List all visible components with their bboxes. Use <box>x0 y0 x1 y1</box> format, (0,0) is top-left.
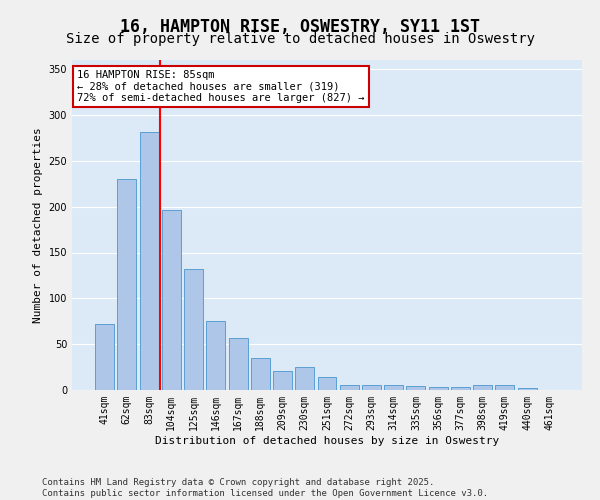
Bar <box>451 387 470 390</box>
Bar <box>95 324 114 390</box>
Text: Size of property relative to detached houses in Oswestry: Size of property relative to detached ho… <box>65 32 535 46</box>
Bar <box>184 269 203 390</box>
Bar <box>140 132 158 390</box>
Text: 16 HAMPTON RISE: 85sqm
← 28% of detached houses are smaller (319)
72% of semi-de: 16 HAMPTON RISE: 85sqm ← 28% of detached… <box>77 70 365 103</box>
Bar <box>384 386 403 390</box>
Bar <box>273 371 292 390</box>
Bar <box>340 386 359 390</box>
Bar <box>518 388 536 390</box>
Y-axis label: Number of detached properties: Number of detached properties <box>33 127 43 323</box>
Bar <box>429 387 448 390</box>
Bar <box>295 367 314 390</box>
Bar <box>406 386 425 390</box>
Text: 16, HAMPTON RISE, OSWESTRY, SY11 1ST: 16, HAMPTON RISE, OSWESTRY, SY11 1ST <box>120 18 480 36</box>
Text: Contains HM Land Registry data © Crown copyright and database right 2025.
Contai: Contains HM Land Registry data © Crown c… <box>42 478 488 498</box>
Bar <box>118 179 136 390</box>
Bar <box>362 386 381 390</box>
Bar <box>251 358 270 390</box>
Bar <box>473 384 492 390</box>
Bar <box>229 338 248 390</box>
Bar <box>162 210 181 390</box>
Bar <box>317 377 337 390</box>
Bar <box>206 322 225 390</box>
X-axis label: Distribution of detached houses by size in Oswestry: Distribution of detached houses by size … <box>155 436 499 446</box>
Bar <box>496 384 514 390</box>
